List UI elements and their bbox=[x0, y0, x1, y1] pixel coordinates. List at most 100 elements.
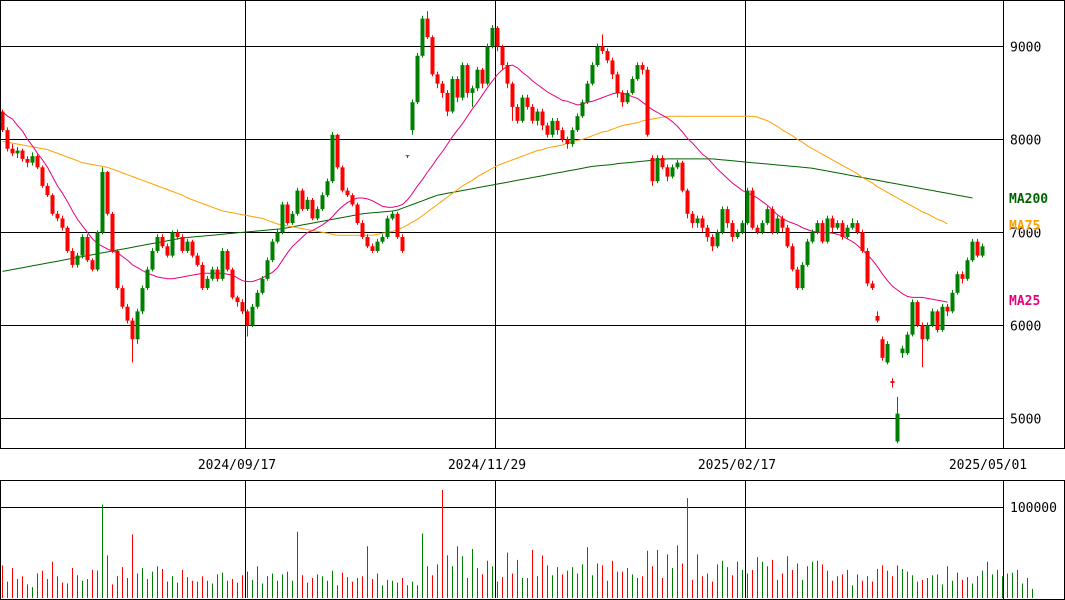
candle-body bbox=[720, 209, 725, 233]
candle-body bbox=[690, 213, 695, 224]
candle-body bbox=[555, 120, 560, 131]
candle-body bbox=[695, 218, 700, 224]
candle-body bbox=[715, 232, 720, 247]
candle-body bbox=[570, 130, 575, 145]
candle-body bbox=[390, 213, 395, 219]
candle-body bbox=[500, 46, 505, 66]
candle-body bbox=[640, 65, 645, 70]
candle-body bbox=[545, 125, 550, 135]
candle-body bbox=[380, 237, 385, 242]
ma200-label: MA200 bbox=[1009, 192, 1048, 207]
candle-body bbox=[285, 204, 290, 224]
candle-body bbox=[290, 213, 295, 224]
candle-body bbox=[330, 134, 335, 182]
candle-body bbox=[160, 237, 165, 247]
candle-body bbox=[325, 181, 330, 196]
candle-body bbox=[940, 306, 945, 330]
candle-body bbox=[365, 237, 370, 247]
candle-body bbox=[265, 260, 270, 279]
candle-body bbox=[930, 311, 935, 326]
candle-body bbox=[455, 79, 460, 98]
candle-body bbox=[825, 218, 830, 242]
candle-body bbox=[345, 190, 350, 196]
candle-body bbox=[605, 51, 610, 61]
candle-body bbox=[240, 302, 245, 312]
candle-body bbox=[170, 232, 175, 256]
candle-body bbox=[935, 311, 940, 330]
candle-body bbox=[580, 102, 585, 117]
candle-body bbox=[415, 55, 420, 103]
candle-body bbox=[335, 134, 340, 168]
candle-body bbox=[790, 246, 795, 270]
candle-body bbox=[675, 162, 680, 168]
candle-body bbox=[780, 218, 785, 228]
candle-body bbox=[65, 227, 70, 251]
price-tick-label: 5000 bbox=[1010, 412, 1041, 427]
candle-body bbox=[900, 348, 905, 354]
candle-body bbox=[595, 46, 600, 66]
date-tick-label: 2024/11/29 bbox=[448, 458, 526, 473]
date-tick-label: 2025/05/01 bbox=[949, 458, 1027, 473]
candle-body bbox=[400, 237, 405, 251]
price-tick-label: 6000 bbox=[1010, 319, 1041, 334]
volume-grid bbox=[0, 480, 1003, 598]
candle-body bbox=[880, 339, 885, 358]
candle-body bbox=[195, 255, 200, 265]
candle-body bbox=[225, 250, 230, 270]
candle-body bbox=[300, 190, 305, 210]
candle-body bbox=[480, 69, 485, 84]
candle-body bbox=[615, 74, 620, 93]
candle-body bbox=[885, 343, 890, 363]
candle-body bbox=[295, 190, 300, 214]
candle-body bbox=[920, 325, 925, 340]
candle-body bbox=[215, 269, 220, 279]
candle-body bbox=[770, 209, 775, 233]
candle-body bbox=[50, 195, 55, 214]
candle-body bbox=[370, 246, 375, 251]
candle-body bbox=[925, 325, 930, 340]
candle-body bbox=[260, 278, 265, 293]
candle-body bbox=[340, 167, 345, 191]
candle-body bbox=[440, 83, 445, 93]
candle-body bbox=[255, 292, 260, 307]
candle-body bbox=[125, 306, 130, 321]
candle-body bbox=[530, 106, 535, 121]
candle-body bbox=[960, 274, 965, 279]
date-tick-label: 2024/09/17 bbox=[198, 458, 276, 473]
candle-body bbox=[145, 269, 150, 289]
candle-body bbox=[515, 106, 520, 121]
candle-body bbox=[320, 195, 325, 210]
candle-body bbox=[815, 223, 820, 233]
candle-body bbox=[430, 37, 435, 75]
candle-body bbox=[465, 65, 470, 93]
candle-body bbox=[755, 227, 760, 233]
candle-body bbox=[20, 150, 25, 159]
candle-body bbox=[155, 237, 160, 251]
candle-body bbox=[875, 316, 880, 321]
candle-body bbox=[180, 237, 185, 251]
candle-body bbox=[685, 190, 690, 214]
candle-body bbox=[625, 92, 630, 103]
candle-body bbox=[860, 232, 865, 251]
candle-body bbox=[635, 65, 640, 80]
candle-body bbox=[660, 158, 665, 168]
candle-body bbox=[250, 306, 255, 326]
ma25-label: MA25 bbox=[1009, 294, 1040, 309]
candle-body bbox=[95, 232, 100, 270]
candle-body bbox=[190, 241, 195, 256]
candle-body bbox=[855, 223, 860, 233]
candle-body bbox=[360, 223, 365, 238]
volume-axis-labels: 100000 bbox=[1010, 501, 1057, 516]
candle-body bbox=[210, 269, 215, 279]
candle-body bbox=[100, 171, 105, 233]
candle-body bbox=[475, 69, 480, 89]
candle-body bbox=[120, 288, 125, 307]
price-axis-labels: 5000 6000 7000 8000 9000 bbox=[1010, 40, 1041, 427]
candle-body bbox=[270, 241, 275, 261]
candle-body bbox=[800, 264, 805, 289]
candlesticks bbox=[0, 11, 985, 444]
candle-body bbox=[670, 167, 675, 177]
candle-body bbox=[905, 334, 910, 354]
candle-body bbox=[665, 167, 670, 177]
candle-body bbox=[585, 83, 590, 103]
